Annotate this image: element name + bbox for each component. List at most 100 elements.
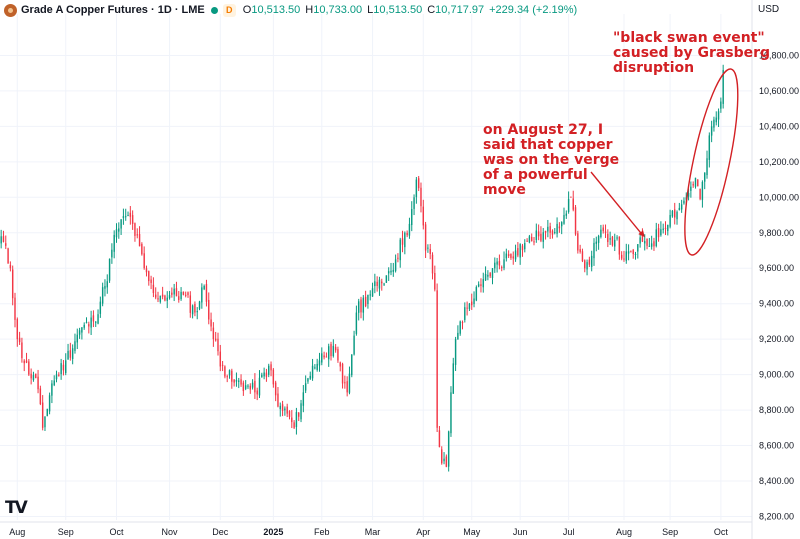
candle-body — [339, 362, 341, 367]
candle-body — [424, 224, 427, 251]
candle-body — [23, 360, 25, 364]
candle-body — [148, 271, 150, 282]
candle-body — [579, 249, 581, 252]
candle-body — [298, 412, 300, 417]
candle-body — [21, 342, 23, 359]
candle-body — [154, 294, 157, 298]
candle-body — [323, 355, 325, 358]
candle-body — [722, 70, 724, 104]
candle-body — [2, 236, 5, 242]
candle-body — [106, 281, 108, 288]
y-tick-label: 9,600.00 — [759, 263, 794, 273]
candle-body — [662, 228, 664, 230]
candle-body — [450, 392, 452, 434]
candle-body — [464, 307, 466, 320]
low-value: 10,513.50 — [373, 4, 423, 16]
candle-body — [703, 172, 706, 182]
candle-body — [595, 241, 598, 244]
candle-body — [178, 296, 180, 300]
candle-body — [581, 251, 584, 262]
candle-body — [9, 265, 12, 269]
candle-body — [194, 303, 196, 313]
candle-body — [431, 254, 434, 274]
candle-body — [517, 248, 519, 256]
candle-body — [277, 393, 279, 407]
candle-body — [678, 207, 681, 210]
x-tick-label: Sep — [58, 527, 74, 537]
candle-body — [683, 200, 685, 204]
candle-body — [182, 291, 185, 295]
candle-body — [97, 314, 99, 324]
candle-body — [168, 295, 171, 299]
candle-body — [161, 294, 164, 297]
candle-body — [392, 269, 395, 272]
candle-body — [547, 226, 549, 232]
candle-body — [597, 236, 600, 243]
x-tick-label: Jul — [563, 527, 575, 537]
candle-body — [667, 224, 669, 232]
candle-body — [625, 251, 627, 261]
y-tick-label: 9,400.00 — [759, 299, 794, 309]
candle-body — [530, 236, 533, 241]
x-tick-label: Jun — [513, 527, 528, 537]
candle-body — [270, 364, 272, 371]
symbol-title[interactable]: Grade A Copper Futures · 1D · LME — [21, 4, 205, 16]
candle-body — [544, 230, 547, 233]
candle-body — [258, 377, 261, 396]
candle-body — [441, 449, 443, 464]
candle-body — [690, 186, 692, 191]
candle-body — [609, 238, 611, 240]
candle-body — [150, 279, 152, 283]
candle-body — [655, 229, 657, 247]
candle-body — [567, 199, 570, 212]
candle-body — [560, 222, 563, 227]
candle-body — [184, 294, 187, 296]
chart-header: Grade A Copper Futures · 1D · LME D O 10,… — [4, 2, 577, 18]
high-label: H — [305, 4, 314, 16]
candle-body — [214, 338, 217, 341]
candle-body — [646, 238, 648, 246]
y-tick-label: 10,800.00 — [759, 50, 799, 60]
currency-selector[interactable]: USD — [758, 4, 780, 15]
candle-body — [318, 360, 321, 366]
candle-body — [383, 283, 385, 285]
candle-body — [374, 281, 376, 287]
annotation-arrowhead — [638, 230, 645, 238]
candle-body — [111, 249, 113, 258]
candle-body — [95, 321, 97, 323]
candle-body — [466, 307, 468, 309]
candle-body — [235, 380, 238, 382]
candle-body — [657, 228, 660, 238]
x-tick-label: Oct — [109, 527, 124, 537]
candle-body — [620, 254, 623, 259]
candle-body — [41, 402, 44, 428]
candle-body — [482, 279, 484, 288]
candle-body — [189, 295, 192, 313]
candle-body — [521, 245, 524, 251]
high-value: 10,733.00 — [313, 4, 363, 16]
x-tick-label: 2025 — [263, 527, 283, 537]
y-tick-label: 9,200.00 — [759, 334, 794, 344]
candle-body — [671, 210, 674, 217]
delayed-badge: D — [222, 3, 236, 17]
candle-body — [76, 334, 78, 343]
y-tick-label: 10,400.00 — [759, 121, 799, 131]
candle-body — [457, 332, 459, 340]
market-status-icon — [210, 6, 218, 14]
candle-body — [669, 215, 671, 227]
candle-body — [436, 290, 438, 428]
candle-body — [256, 390, 258, 395]
low-label: L — [367, 4, 374, 16]
candle-body — [616, 237, 618, 239]
candle-body — [713, 119, 715, 128]
candle-body — [265, 372, 268, 377]
candle-body — [593, 242, 595, 259]
candle-body — [166, 297, 168, 301]
candle-body — [537, 231, 540, 237]
candle-body — [632, 249, 634, 255]
candle-body — [535, 230, 538, 240]
candle-body — [251, 382, 254, 388]
candle-body — [480, 284, 482, 286]
